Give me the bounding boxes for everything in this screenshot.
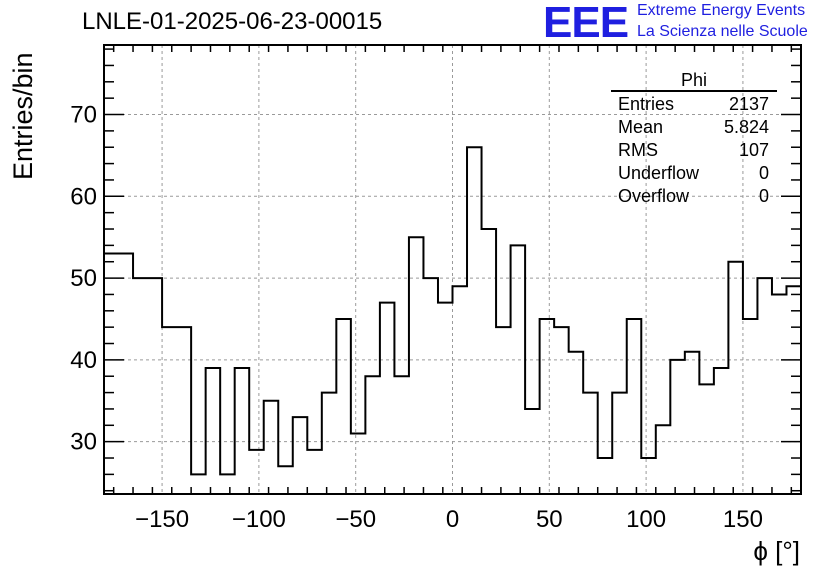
y-tick-label: 40: [70, 347, 97, 374]
org-line-1: Extreme Energy Events: [637, 2, 806, 19]
eee-logo: EEE: [543, 0, 629, 47]
stats-row-value: 107: [739, 140, 769, 160]
stats-row-label: Mean: [618, 117, 663, 137]
y-tick-label: 50: [70, 265, 97, 292]
axis-ticks: [104, 45, 801, 494]
x-tick-label: 0: [446, 506, 459, 533]
stats-rows: Entries 2137 Mean 5.824 RMS 107 Underflow 0 Over…: [618, 94, 769, 206]
stats-row-label: Overflow: [618, 186, 690, 206]
stats-row-label: Entries: [618, 94, 674, 114]
x-tick-label: −100: [232, 506, 286, 533]
stats-row-value: 0: [759, 186, 769, 206]
x-tick-label: −50: [335, 506, 376, 533]
stats-box: Phi Entries 2137 Mean 5.824 RMS 107 Underflow 0…: [611, 70, 777, 206]
x-tick-label: 50: [536, 506, 563, 533]
stats-row-value: 0: [759, 163, 769, 183]
x-tick-label: 100: [626, 506, 666, 533]
plot-frame: [103, 44, 802, 495]
x-axis-label: ϕ [°]: [753, 536, 800, 566]
grid-lines: [104, 45, 801, 494]
stats-row-value: 5.824: [724, 117, 769, 137]
stats-row-label: RMS: [618, 140, 658, 160]
stats-row-value: 2137: [729, 94, 769, 114]
y-tick-label: 60: [70, 183, 97, 210]
org-line-2: La Scienza nelle Scuole: [637, 23, 808, 40]
stats-title: Phi: [681, 70, 707, 90]
y-tick-label: 70: [70, 102, 97, 129]
stats-row-label: Underflow: [618, 163, 700, 183]
y-tick-label: 30: [70, 429, 97, 456]
axis-tick-labels: −150 −100 −50 0 50 100 150 30 40 50 60 70: [70, 102, 763, 533]
chart-title: LNLE-01-2025-06-23-00015: [82, 8, 383, 35]
x-tick-label: 150: [723, 506, 763, 533]
histogram-series: [104, 146, 802, 476]
x-tick-label: −150: [135, 506, 189, 533]
y-axis-label: Entries/bin: [8, 52, 38, 180]
